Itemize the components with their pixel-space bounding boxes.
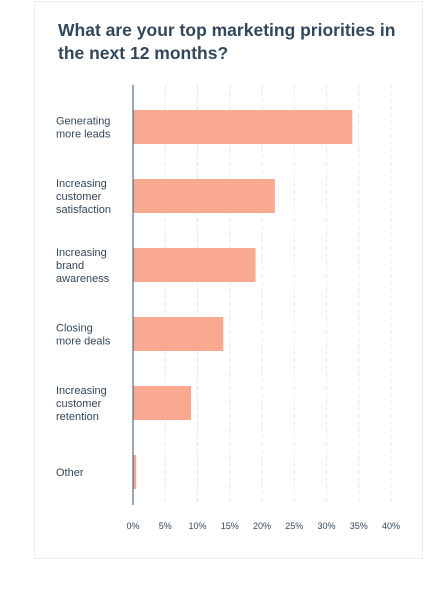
x-tick-label: 20% xyxy=(253,521,271,531)
x-tick-label: 40% xyxy=(382,521,400,531)
category-label-line: awareness xyxy=(56,273,110,285)
category-label-line: more leads xyxy=(56,129,111,141)
category-label-line: customer xyxy=(56,191,102,203)
bar xyxy=(133,179,275,213)
chart-title: What are your top marketing priorities i… xyxy=(58,20,396,63)
category-label: Increasing customer retention xyxy=(56,385,107,423)
bar xyxy=(133,386,192,420)
bar xyxy=(133,248,256,282)
x-tick-label: 15% xyxy=(221,521,239,531)
category-label-line: Generating xyxy=(56,116,110,128)
category-label: Generating more leads xyxy=(56,116,111,141)
category-label-line: Increasing xyxy=(56,385,107,397)
category-label-line: more deals xyxy=(56,336,111,348)
category-label: Other xyxy=(56,467,84,479)
bar xyxy=(133,317,224,351)
bar xyxy=(133,455,137,489)
category-label-line: brand xyxy=(56,260,84,272)
x-tick-label: 30% xyxy=(317,521,335,531)
category-label-line: Increasing xyxy=(56,247,107,259)
bar xyxy=(133,110,353,144)
x-tick-label: 5% xyxy=(159,521,172,531)
category-label: Increasing customer satisfaction xyxy=(56,178,111,216)
x-tick-label: 35% xyxy=(350,521,368,531)
category-label: Closing more deals xyxy=(56,323,111,348)
category-label-line: Closing xyxy=(56,323,93,335)
category-label-line: retention xyxy=(56,411,99,423)
x-tick-labels: 0% 5% 10% 15% 20% 25% 30% 35% 40% xyxy=(126,521,400,531)
category-label-line: customer xyxy=(56,398,102,410)
x-tick-label: 0% xyxy=(126,521,139,531)
x-tick-label: 10% xyxy=(188,521,206,531)
category-label-line: Increasing xyxy=(56,178,107,190)
category-label-line: satisfaction xyxy=(56,204,111,216)
x-tick-label: 25% xyxy=(285,521,303,531)
bars xyxy=(133,110,353,489)
grid-lines xyxy=(164,85,392,505)
category-label-line: Other xyxy=(56,467,84,479)
category-label: Increasing brand awareness xyxy=(56,247,110,285)
